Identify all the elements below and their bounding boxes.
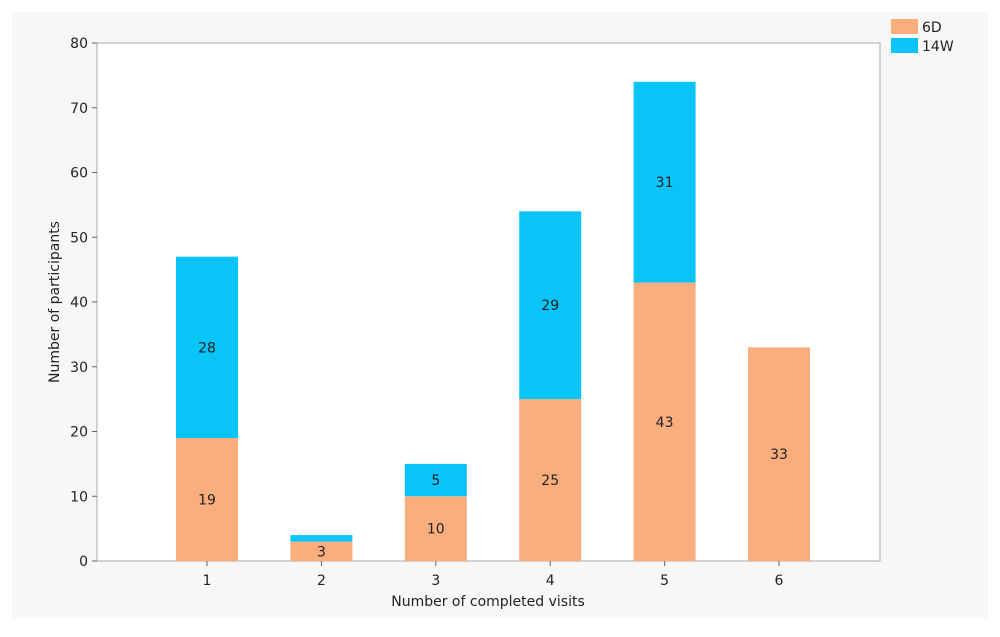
data-label: 5 xyxy=(431,473,440,489)
bar-14W-1 xyxy=(176,256,238,438)
y-tick-label: 70 xyxy=(70,101,88,117)
x-tick-label: 3 xyxy=(431,573,440,589)
bar-6D-3 xyxy=(404,496,467,561)
bar-14W-4 xyxy=(519,211,582,400)
x-tick-label: 4 xyxy=(546,573,555,589)
x-tick-label: 2 xyxy=(317,573,326,589)
data-label: 28 xyxy=(198,340,216,356)
bar-14W-2 xyxy=(290,535,353,542)
legend-swatch-14W xyxy=(891,38,918,53)
x-tick-label: 6 xyxy=(775,573,784,589)
legend-label-6D: 6D xyxy=(922,20,942,36)
legend-label-14W: 14W xyxy=(922,39,954,55)
x-tick-label: 5 xyxy=(660,573,669,589)
bars xyxy=(176,81,810,561)
y-axis-title: Number of participants xyxy=(47,221,63,383)
data-label: 29 xyxy=(541,298,559,314)
y-tick-label: 30 xyxy=(70,360,88,376)
x-axis-title: Number of completed visits xyxy=(391,594,585,610)
legend-swatch-6D xyxy=(891,19,918,34)
bar-14W-5 xyxy=(633,81,696,283)
y-axis: 0 10 20 30 40 50 60 70 80 xyxy=(70,36,97,570)
y-tick-label: 40 xyxy=(70,295,88,311)
data-label: 31 xyxy=(656,175,674,191)
bar-labels: 19 28 3 10 5 25 29 43 31 33 xyxy=(198,175,788,560)
y-tick-label: 80 xyxy=(70,36,88,52)
data-label: 3 xyxy=(317,544,326,560)
data-label: 43 xyxy=(656,415,674,431)
y-tick-label: 60 xyxy=(70,166,88,182)
data-label: 25 xyxy=(541,473,559,489)
data-label: 19 xyxy=(198,492,216,508)
y-tick-label: 20 xyxy=(70,425,88,441)
bar-6D-5 xyxy=(633,282,696,561)
bar-6D-1 xyxy=(176,437,238,561)
bar-6D-6 xyxy=(748,347,810,561)
data-label: 33 xyxy=(770,447,788,463)
x-axis: 1 2 3 4 5 6 xyxy=(203,561,784,589)
x-tick-label: 1 xyxy=(203,573,212,589)
y-tick-label: 10 xyxy=(70,489,88,505)
bar-6D-2 xyxy=(290,541,353,561)
data-label: 10 xyxy=(427,522,445,538)
y-tick-label: 0 xyxy=(79,554,88,570)
y-tick-label: 50 xyxy=(70,230,88,246)
bar-14W-3 xyxy=(404,463,467,497)
bar-6D-4 xyxy=(519,399,582,561)
